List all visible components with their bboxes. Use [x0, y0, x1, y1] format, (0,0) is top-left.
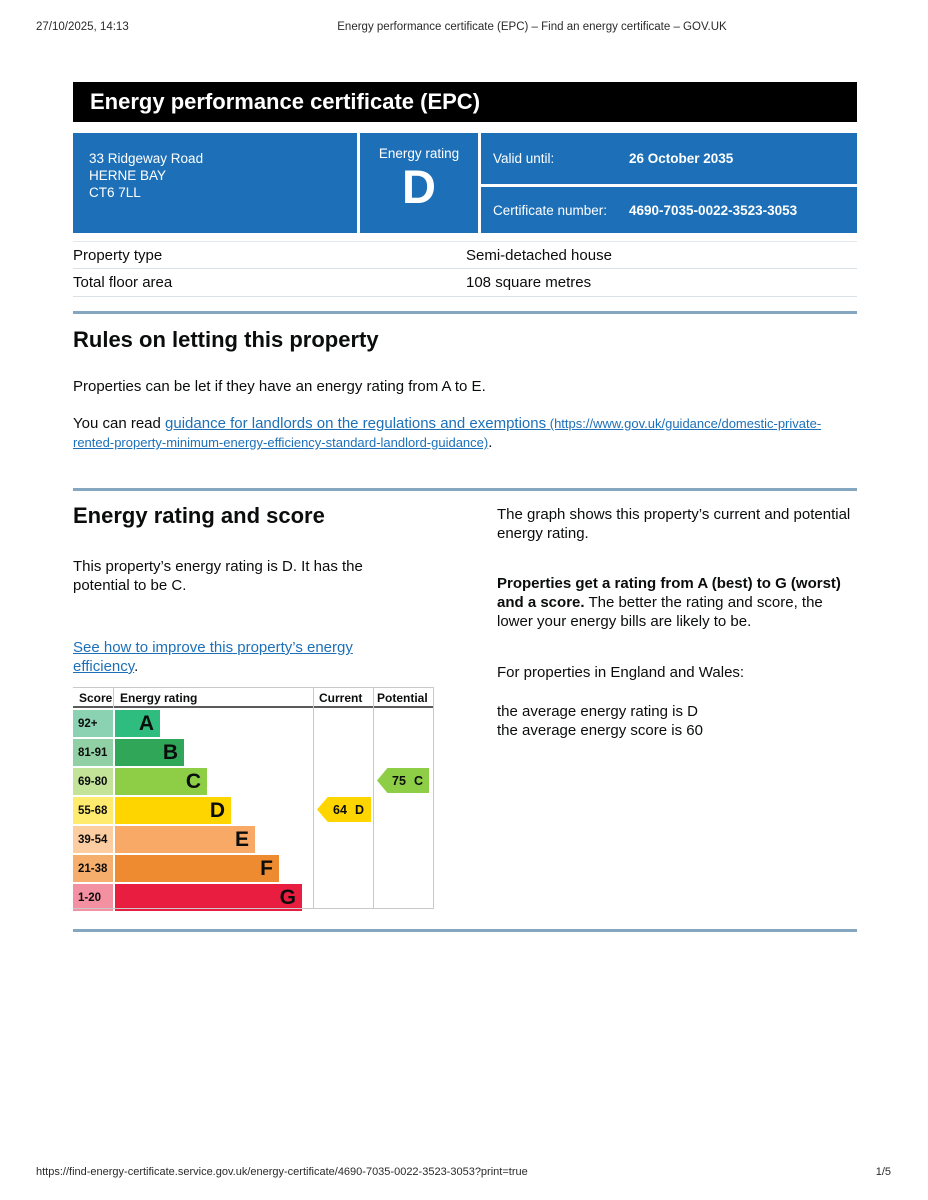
- chart-column-line: [433, 687, 434, 909]
- rating-explainer-rest: The better the rating and score, the low…: [497, 594, 823, 630]
- property-type-value: Semi-detached house: [466, 246, 612, 264]
- epc-band-row-b: 81-91 B: [73, 739, 434, 766]
- chart-header-score: Score: [79, 691, 113, 705]
- footer-url: https://find-energy-certificate.service.…: [36, 1166, 528, 1178]
- letting-para: Properties can be let if they have an en…: [73, 378, 486, 395]
- guidance-para-suffix: .: [488, 434, 493, 451]
- energy-rating-value: D: [402, 160, 436, 213]
- chart-column-line: [373, 687, 374, 909]
- letting-heading: Rules on letting this property: [73, 327, 379, 352]
- average-rating-line: the average energy rating is D: [497, 703, 698, 720]
- address-line-1: 33 Ridgeway Road: [89, 151, 204, 166]
- epc-band-row-e: 39-54 E: [73, 826, 434, 853]
- print-page-title: Energy performance certificate (EPC) – F…: [337, 21, 727, 33]
- epc-band-bar: B: [115, 739, 184, 766]
- guidance-para-prefix: You can read: [73, 415, 166, 432]
- improve-efficiency-link[interactable]: See how to improve this property’s energ…: [73, 639, 353, 675]
- epc-score-cell: 55-68: [73, 797, 113, 824]
- average-score-line: the average energy score is 60: [497, 722, 703, 739]
- valid-until-value: 26 October 2035: [629, 151, 734, 166]
- guidance-link-url: (https://www.gov.uk/guidance/domestic-pr…: [73, 416, 822, 450]
- chart-bottom-border: [73, 908, 434, 909]
- england-wales-para: For properties in England and Wales:: [497, 664, 745, 681]
- epc-score-cell: 81-91: [73, 739, 113, 766]
- epc-band-bar: E: [115, 826, 255, 853]
- epc-band-bar: D: [115, 797, 231, 824]
- letting-guidance-para: You can read guidance for landlords on t…: [73, 414, 857, 452]
- address-line-2: HERNE BAY: [89, 168, 167, 183]
- property-type-label: Property type: [73, 246, 163, 264]
- epc-band-row-g: 1-20 G: [73, 884, 434, 911]
- epc-rating-chart: Score Energy rating Current Potential 92…: [73, 687, 434, 911]
- epc-banner: Energy performance certificate (EPC): [73, 82, 857, 122]
- certificate-number-label: Certificate number:: [493, 202, 608, 218]
- energy-rating-box: Energy rating D: [360, 133, 478, 233]
- potential-letter: C: [413, 773, 423, 788]
- valid-until-row: Valid until: 26 October 2035: [481, 133, 857, 184]
- potential-score: 75: [392, 773, 406, 788]
- epc-score-cell: 21-38: [73, 855, 113, 882]
- address-line-3: CT6 7LL: [89, 185, 141, 200]
- epc-band-row-f: 21-38 F: [73, 855, 434, 882]
- epc-band-row-c: 69-80 C: [73, 768, 434, 795]
- graph-description-para: The graph shows this property’s current …: [497, 506, 851, 542]
- epc-band-bar: F: [115, 855, 279, 882]
- certificate-summary: 33 Ridgeway Road HERNE BAY CT6 7LL Energ…: [73, 133, 857, 233]
- epc-band-row-d: 55-68 D: [73, 797, 434, 824]
- section-divider: [73, 488, 857, 491]
- print-datetime: 27/10/2025, 14:13: [36, 21, 129, 33]
- rating-summary-para: This property’s energy rating is D. It h…: [73, 558, 363, 594]
- floor-area-label: Total floor area: [73, 274, 173, 291]
- epc-score-cell: 69-80: [73, 768, 113, 795]
- epc-band-bar: G: [115, 884, 302, 911]
- epc-band-bar: A: [115, 710, 160, 737]
- average-rating-para: the average energy rating is D the avera…: [497, 702, 859, 740]
- epc-band-row-a: 92+ A: [73, 710, 434, 737]
- energy-rating-label: Energy rating: [378, 146, 460, 161]
- guidance-link-text: guidance for landlords on the regulation…: [165, 415, 547, 432]
- chart-column-line: [313, 687, 314, 909]
- rating-section-heading: Energy rating and score: [73, 503, 325, 528]
- epc-score-cell: 1-20: [73, 884, 113, 911]
- rating-explainer-bold: Properties get a rating from A (best) to…: [497, 575, 841, 611]
- table-row: Property type Semi-detached house: [73, 241, 857, 269]
- property-address: 33 Ridgeway Road HERNE BAY CT6 7LL: [73, 133, 357, 233]
- validity-panel: Valid until: 26 October 2035 Certificate…: [481, 133, 857, 233]
- chart-header-separator: [113, 688, 114, 708]
- rating-score-column: Energy rating and score This property’s …: [73, 503, 435, 676]
- floor-area-value: 108 square metres: [466, 274, 592, 291]
- certificate-number-row: Certificate number: 4690-7035-0022-3523-…: [481, 187, 857, 233]
- valid-until-label: Valid until:: [493, 151, 555, 166]
- property-details-table: Property type Semi-detached house Total …: [73, 241, 857, 297]
- certificate-number-value: 4690-7035-0022-3523-3053: [629, 202, 798, 218]
- improve-link-suffix: .: [134, 658, 139, 675]
- chart-header: Score Energy rating Current Potential: [73, 688, 434, 708]
- epc-band-bar: C: [115, 768, 207, 795]
- section-divider: [73, 929, 857, 932]
- landlord-guidance-link[interactable]: guidance for landlords on the regulation…: [73, 415, 821, 451]
- chart-header-current: Current: [319, 691, 363, 705]
- potential-rating-arrow: 75 C: [377, 768, 429, 793]
- banner-title: Energy performance certificate (EPC): [90, 89, 481, 114]
- chart-band-rows: 92+ A 81-91 B 69-80 C 55-68 D 39-54 E 21-38 F 1-20 G: [73, 710, 434, 913]
- chart-top-border: [73, 687, 434, 688]
- section-divider: [73, 311, 857, 314]
- improve-efficiency-para: See how to improve this property’s energ…: [73, 638, 385, 676]
- current-rating-arrow: 64 D: [317, 797, 371, 822]
- footer-page-number: 1/5: [875, 1166, 891, 1178]
- table-row: Total floor area 108 square metres: [73, 269, 857, 297]
- epc-score-cell: 39-54: [73, 826, 113, 853]
- graph-description-column: The graph shows this property’s current …: [497, 505, 859, 740]
- current-letter: D: [354, 802, 364, 817]
- current-score: 64: [333, 802, 347, 817]
- improve-efficiency-link-text: See how to improve this property’s energ…: [73, 639, 353, 675]
- chart-header-energy-rating: Energy rating: [120, 691, 198, 705]
- rating-explainer-para: Properties get a rating from A (best) to…: [497, 574, 859, 631]
- epc-score-cell: 92+: [73, 710, 113, 737]
- chart-header-potential: Potential: [377, 691, 428, 705]
